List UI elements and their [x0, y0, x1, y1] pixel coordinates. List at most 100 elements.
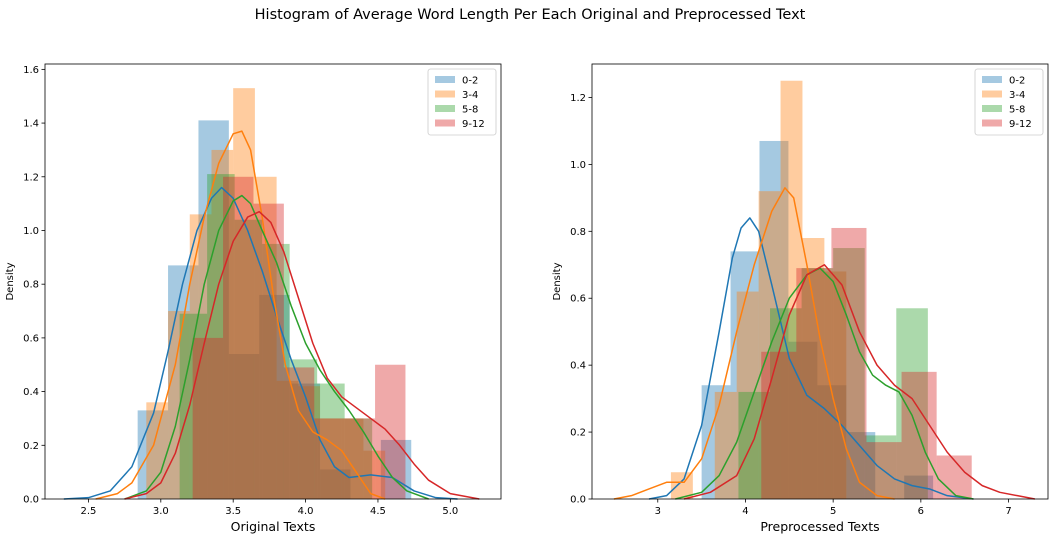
x-tick-label: 4.5 [370, 506, 386, 517]
hist-bar-9-12 [344, 418, 376, 499]
hist-bar-0-2 [759, 140, 789, 499]
legend: 0-2 3-4 5-8 9-12 [974, 68, 1044, 136]
hist-bar-5-8 [234, 219, 263, 500]
kde-line-5-8 [675, 267, 974, 500]
y-tick-label: 1.6 [23, 65, 39, 76]
y-tick-label: 0.8 [23, 280, 39, 291]
legend-box [974, 68, 1044, 136]
hist-bar-5-8 [864, 435, 897, 499]
hist-bar-5-8 [770, 308, 802, 499]
hist-bar-5-8 [207, 174, 235, 499]
kde-line-5-8 [124, 194, 429, 500]
x-tick-label: 4.0 [298, 506, 314, 517]
y-axis-label: Density [5, 262, 16, 300]
hist-bar-5-8 [179, 313, 208, 499]
y-tick-label: 0.8 [570, 227, 586, 238]
y-tick-label: 0.6 [570, 294, 586, 305]
plot-area [592, 64, 1048, 499]
legend-swatch-0-2 [982, 76, 1002, 83]
y-tick-label: 0.4 [570, 361, 586, 372]
y-tick-label: 1.0 [23, 226, 39, 237]
y-tick-label: 1.2 [23, 172, 39, 183]
kde-line-0-2 [63, 186, 458, 500]
hist-bar-3-4 [780, 80, 803, 499]
hist-bar-3-4 [298, 386, 321, 499]
hist-bar-3-4 [802, 238, 825, 499]
x-tick-label: 2.5 [80, 506, 96, 517]
x-tick-label: 7 [1005, 506, 1011, 517]
hist-bar-3-4 [341, 418, 364, 499]
legend-label-0-2: 0-2 [462, 76, 478, 87]
hist-bar-9-12 [253, 203, 284, 499]
x-tick-label: 5.0 [442, 506, 458, 517]
legend-swatch-5-8 [982, 105, 1002, 112]
hist-bar-0-2 [817, 385, 847, 499]
y-tick-label: 1.0 [570, 160, 586, 171]
legend-label-0-2: 0-2 [1009, 76, 1025, 87]
legend-label-9-12: 9-12 [1009, 119, 1032, 130]
hist-bar-0-2 [380, 439, 412, 499]
legend-swatch-3-4 [982, 90, 1002, 98]
hist-bar-9-12 [831, 227, 867, 499]
hist-bar-5-8 [344, 418, 373, 499]
hist-bar-0-2 [846, 432, 876, 499]
kde-line-3-4 [613, 187, 895, 500]
hist-bar-9-12 [192, 337, 224, 499]
hist-bar-3-4 [276, 380, 299, 499]
hist-bar-5-8 [801, 268, 834, 499]
kde-line-9-12 [124, 210, 480, 500]
legend: 0-2 3-4 5-8 9-12 [427, 68, 497, 136]
hist-bar-3-4 [168, 311, 190, 499]
hist-bar-9-12 [936, 455, 972, 499]
y-tick-label: 0.6 [23, 333, 39, 344]
hist-bar-3-4 [146, 402, 169, 499]
y-tick-label: 0.0 [570, 495, 586, 506]
y-tick-label: 0.2 [570, 428, 586, 439]
hist-bar-0-2 [168, 265, 199, 499]
hist-bar-5-8 [738, 391, 771, 499]
hist-bar-5-8 [896, 308, 928, 499]
chart-preprocessed-texts: 3 4 5 6 7 0.0 0.2 0.4 0.6 0.8 1.0 1.2 Preprocessed T… [552, 63, 1049, 534]
hist-bar-5-8 [317, 383, 345, 499]
x-tick-label: 4 [742, 506, 748, 517]
legend-label-5-8: 5-8 [1009, 105, 1025, 116]
hist-bar-0-2 [228, 354, 260, 499]
legend-label-3-4: 3-4 [462, 90, 478, 101]
x-tick-label: 6 [918, 506, 924, 517]
x-tick-label: 3.0 [153, 506, 169, 517]
chart-original-texts: 2.5 3.0 3.5 4.0 4.5 5.0 0.0 0.2 0.4 0.6 0.8 1.0 1.2 1… [5, 63, 502, 534]
hist-bar-0-2 [289, 383, 321, 499]
kde-line-0-2 [648, 217, 974, 500]
legend-box [427, 68, 497, 136]
legend-swatch-3-4 [435, 90, 455, 98]
x-tick-label: 3.5 [225, 506, 241, 517]
y-tick-label: 0.0 [23, 495, 39, 506]
legend-swatch-5-8 [435, 105, 455, 112]
axes-frame [591, 63, 1049, 500]
legend-swatch-0-2 [435, 76, 455, 83]
y-tick-label: 0.4 [23, 387, 39, 398]
legend-label-9-12: 9-12 [462, 119, 485, 130]
kde-line-9-12 [683, 264, 1035, 500]
y-tick-label: 1.2 [570, 93, 586, 104]
hist-bar-9-12 [761, 351, 797, 499]
hist-bar-0-2 [137, 410, 169, 499]
hist-bar-3-4 [758, 191, 781, 499]
legend-label-3-4: 3-4 [1009, 90, 1025, 101]
y-axis-label: Density [552, 262, 563, 300]
hist-bar-5-8 [289, 359, 318, 499]
x-axis-label: Original Texts [231, 519, 316, 534]
hist-bar-9-12 [283, 367, 315, 499]
x-tick-label: 3 [655, 506, 661, 517]
kde-line-3-4 [95, 130, 386, 500]
legend-label-5-8: 5-8 [462, 105, 478, 116]
hist-bar-9-12 [223, 176, 254, 499]
axes-frame [44, 63, 502, 500]
y-tick-label: 0.2 [23, 441, 39, 452]
legend-swatch-9-12 [435, 119, 455, 127]
hist-bar-0-2 [259, 294, 290, 499]
x-tick-label: 5 [830, 506, 836, 517]
figure-title: Histogram of Average Word Length Per Eac… [255, 7, 806, 23]
legend-swatch-9-12 [982, 119, 1002, 127]
